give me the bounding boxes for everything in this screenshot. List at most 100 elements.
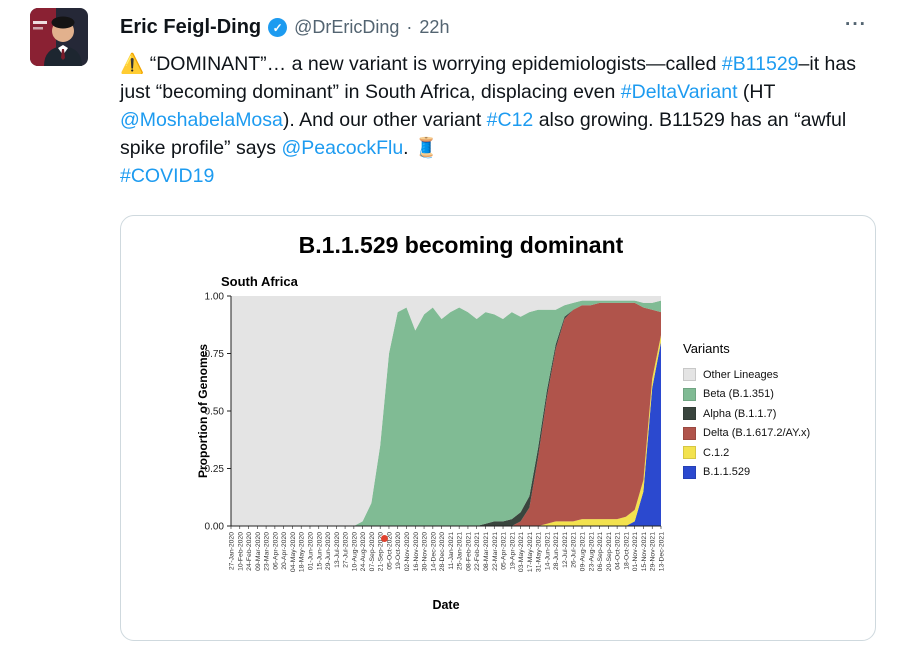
legend-title: Variants xyxy=(683,341,730,356)
legend-item: Delta (B.1.617.2/AY.x) xyxy=(683,424,873,444)
tweet-text: ⚠️ “DOMINANT”… a new variant is worrying… xyxy=(120,50,865,190)
area-Other Lineages xyxy=(231,296,661,526)
x-tick-label: 25-Jan-2021 xyxy=(457,532,464,570)
chart-subtitle: South Africa xyxy=(221,274,298,289)
x-tick-label: 04-Oct-2021 xyxy=(615,532,622,570)
x-tick-label: 26-Jul-2021 xyxy=(571,532,578,568)
x-axis-title: Date xyxy=(432,598,460,612)
y-tick-label: 1.00 xyxy=(205,292,225,303)
x-tick-label: 01-Jun-2020 xyxy=(307,532,314,570)
x-tick-label: 15-Jun-2020 xyxy=(316,532,323,570)
x-tick-label: 17-May-2021 xyxy=(527,532,534,572)
x-tick-label: 31-May-2021 xyxy=(536,532,543,572)
x-tick-label: 19-Apr-2021 xyxy=(509,532,516,570)
x-tick-label: 09-Mar-2020 xyxy=(255,532,262,571)
area-Beta (B.1.351) xyxy=(231,300,661,526)
legend-swatch xyxy=(683,387,696,401)
avatar-image xyxy=(30,8,88,66)
tweet-text-segment: –it has just “becoming dominant” in Sout… xyxy=(120,53,856,103)
y-tick-label: 0.50 xyxy=(205,407,225,418)
x-tick-label: 22-Mar-2021 xyxy=(492,532,499,571)
thread-icon: 🧵 xyxy=(414,137,439,159)
legend-swatch xyxy=(683,446,696,460)
legend-label: B.1.1.529 xyxy=(703,466,751,479)
x-tick-label: 22-Feb-2021 xyxy=(474,532,481,571)
header-separator: · xyxy=(406,17,413,37)
x-tick-label: 05-Oct-2020 xyxy=(386,532,393,570)
x-tick-label: 20-Sep-2021 xyxy=(606,532,613,572)
x-tick-label: 14-Jun-2021 xyxy=(544,532,551,570)
avatar[interactable] xyxy=(30,8,88,66)
area-Delta (B.1.617.2/AY.x) xyxy=(231,302,661,526)
x-tick-label: 19-Oct-2020 xyxy=(395,532,402,570)
x-tick-label: 28-Jun-2021 xyxy=(553,532,560,570)
x-tick-label: 09-Aug-2021 xyxy=(580,532,587,572)
x-tick-label: 03-May-2021 xyxy=(518,532,525,572)
chart-title: B.1.1.529 becoming dominant xyxy=(298,232,624,258)
legend-item: Alpha (B.1.1.7) xyxy=(683,404,873,424)
x-tick-label: 06-Apr-2020 xyxy=(272,532,279,570)
tweet-link[interactable]: @PeacockFlu xyxy=(281,137,404,159)
legend-item: Other Lineages xyxy=(683,365,873,385)
x-tick-label: 01-Nov-2021 xyxy=(632,532,639,572)
x-tick-label: 27-Jan-2020 xyxy=(229,532,236,570)
x-tick-label: 15-Nov-2021 xyxy=(641,532,648,572)
tweet-link[interactable]: @MoshabelaMosa xyxy=(120,109,283,131)
x-tick-label: 06-Sep-2021 xyxy=(597,532,604,572)
x-tick-label: 08-Feb-2021 xyxy=(465,532,472,571)
tweet-text-segment: . xyxy=(403,137,415,159)
legend-label: Other Lineages xyxy=(703,368,779,381)
x-tick-label: 27-Jul-2020 xyxy=(343,532,350,568)
x-tick-label: 24-Aug-2020 xyxy=(360,532,367,572)
x-tick-label: 05-Apr-2021 xyxy=(501,532,508,570)
x-tick-label: 04-May-2020 xyxy=(290,532,297,572)
tweet-link[interactable]: #DeltaVariant xyxy=(620,81,738,103)
x-tick-label: 11-Jan-2021 xyxy=(448,532,455,570)
verified-badge-icon: ✓ xyxy=(268,18,288,37)
x-tick-label: 14-Dec-2020 xyxy=(430,532,437,572)
author-handle[interactable]: @DrEricDing xyxy=(294,17,400,37)
tweet-link[interactable]: #COVID19 xyxy=(120,165,215,187)
legend-label: C.1.2 xyxy=(703,446,730,459)
x-tick-label: 13-Jul-2020 xyxy=(334,532,341,568)
x-tick-label: 29-Nov-2021 xyxy=(650,532,657,572)
tweet-text-segment: (HT xyxy=(737,81,776,103)
tweet-text-segment: also growing. B11529 has an “awful spike… xyxy=(120,109,847,159)
x-tick-label: 13-Dec-2021 xyxy=(659,532,666,572)
tweet-text-segment: “DOMINANT”… a new variant is worrying ep… xyxy=(144,53,722,75)
x-tick-label: 20-Apr-2020 xyxy=(281,532,288,570)
x-tick-label: 23-Aug-2021 xyxy=(588,532,595,572)
legend-item: B.1.1.529 xyxy=(683,463,873,483)
legend-items: Other Lineages Beta (B.1.351) Alpha (B.1.1… xyxy=(683,365,873,482)
more-options-button[interactable]: ··· xyxy=(845,14,867,35)
area-Alpha (B.1.1.7) xyxy=(231,302,661,526)
tweet-text-segment: ). And our other variant xyxy=(282,109,487,131)
legend-swatch xyxy=(683,407,696,421)
legend-swatch xyxy=(683,368,696,382)
legend-swatch xyxy=(683,426,696,440)
stacked-area-chart: 0.00 0.25 0.50 0.75 1.00 27-Jan-2020 10-Feb-20… xyxy=(205,292,666,573)
tweet-header: Eric Feigl-Ding ✓ @DrEricDing · 22h xyxy=(120,16,449,39)
tweet-link[interactable]: #C12 xyxy=(486,109,534,131)
legend-label: Beta (B.1.351) xyxy=(703,388,774,401)
x-tick-label: 18-May-2020 xyxy=(299,532,306,572)
x-tick-label: 12-Jul-2021 xyxy=(562,532,569,568)
chart-legend: Variants Other Lineages Beta (B.1.351) Alp… xyxy=(683,341,873,482)
x-tick-label: 18-Oct-2021 xyxy=(623,532,630,570)
x-tick-label: 08-Mar-2021 xyxy=(483,532,490,571)
chart-card[interactable]: B.1.1.529 becoming dominant South Africa… xyxy=(120,215,876,641)
tweet-timestamp[interactable]: 22h xyxy=(419,17,450,37)
y-tick-label: 0.25 xyxy=(205,464,225,475)
y-tick-label: 0.00 xyxy=(205,522,225,533)
legend-item: Beta (B.1.351) xyxy=(683,385,873,405)
red-marker-dot xyxy=(381,535,388,542)
tweet-link[interactable]: #B11529 xyxy=(721,53,799,75)
warning-icon: ⚠️ xyxy=(120,53,145,75)
x-tick-label: 23-Mar-2020 xyxy=(264,532,271,571)
x-tick-label: 24-Feb-2020 xyxy=(246,532,253,571)
y-tick-label: 0.75 xyxy=(205,349,225,360)
legend-label: Delta (B.1.617.2/AY.x) xyxy=(703,427,811,440)
author-name[interactable]: Eric Feigl-Ding xyxy=(120,16,262,38)
x-tick-label: 10-Aug-2020 xyxy=(351,532,358,572)
